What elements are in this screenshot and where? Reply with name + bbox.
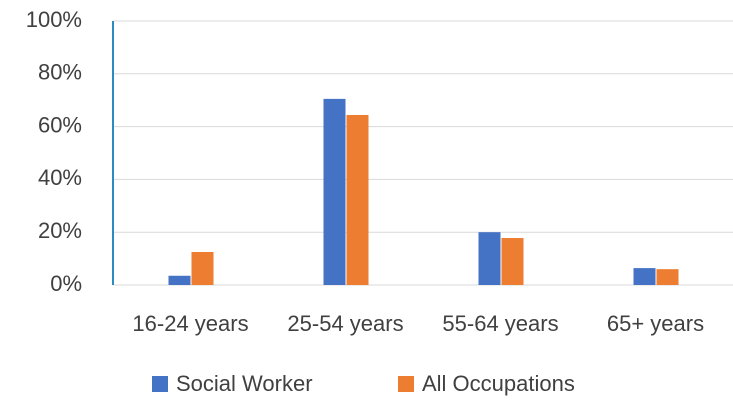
x-tick-label: 55-64 years xyxy=(442,311,558,336)
bar xyxy=(168,275,191,285)
y-tick-label: 100% xyxy=(26,7,82,32)
legend-swatch xyxy=(152,376,168,392)
bar xyxy=(656,269,679,285)
bar xyxy=(191,252,214,285)
x-tick-label: 65+ years xyxy=(607,311,704,336)
bar xyxy=(633,268,656,285)
bar xyxy=(501,238,524,285)
bar xyxy=(346,114,369,285)
y-tick-label: 40% xyxy=(38,165,82,190)
bar xyxy=(478,232,501,285)
x-tick-label: 16-24 years xyxy=(132,311,248,336)
y-tick-label: 80% xyxy=(38,60,82,85)
legend-label: All Occupations xyxy=(422,371,575,396)
legend-swatch xyxy=(398,376,414,392)
legend-label: Social Worker xyxy=(176,371,313,396)
y-tick-label: 20% xyxy=(38,218,82,243)
bar xyxy=(323,98,346,285)
y-tick-label: 0% xyxy=(50,271,82,296)
y-tick-label: 60% xyxy=(38,112,82,137)
x-tick-label: 25-54 years xyxy=(287,311,403,336)
